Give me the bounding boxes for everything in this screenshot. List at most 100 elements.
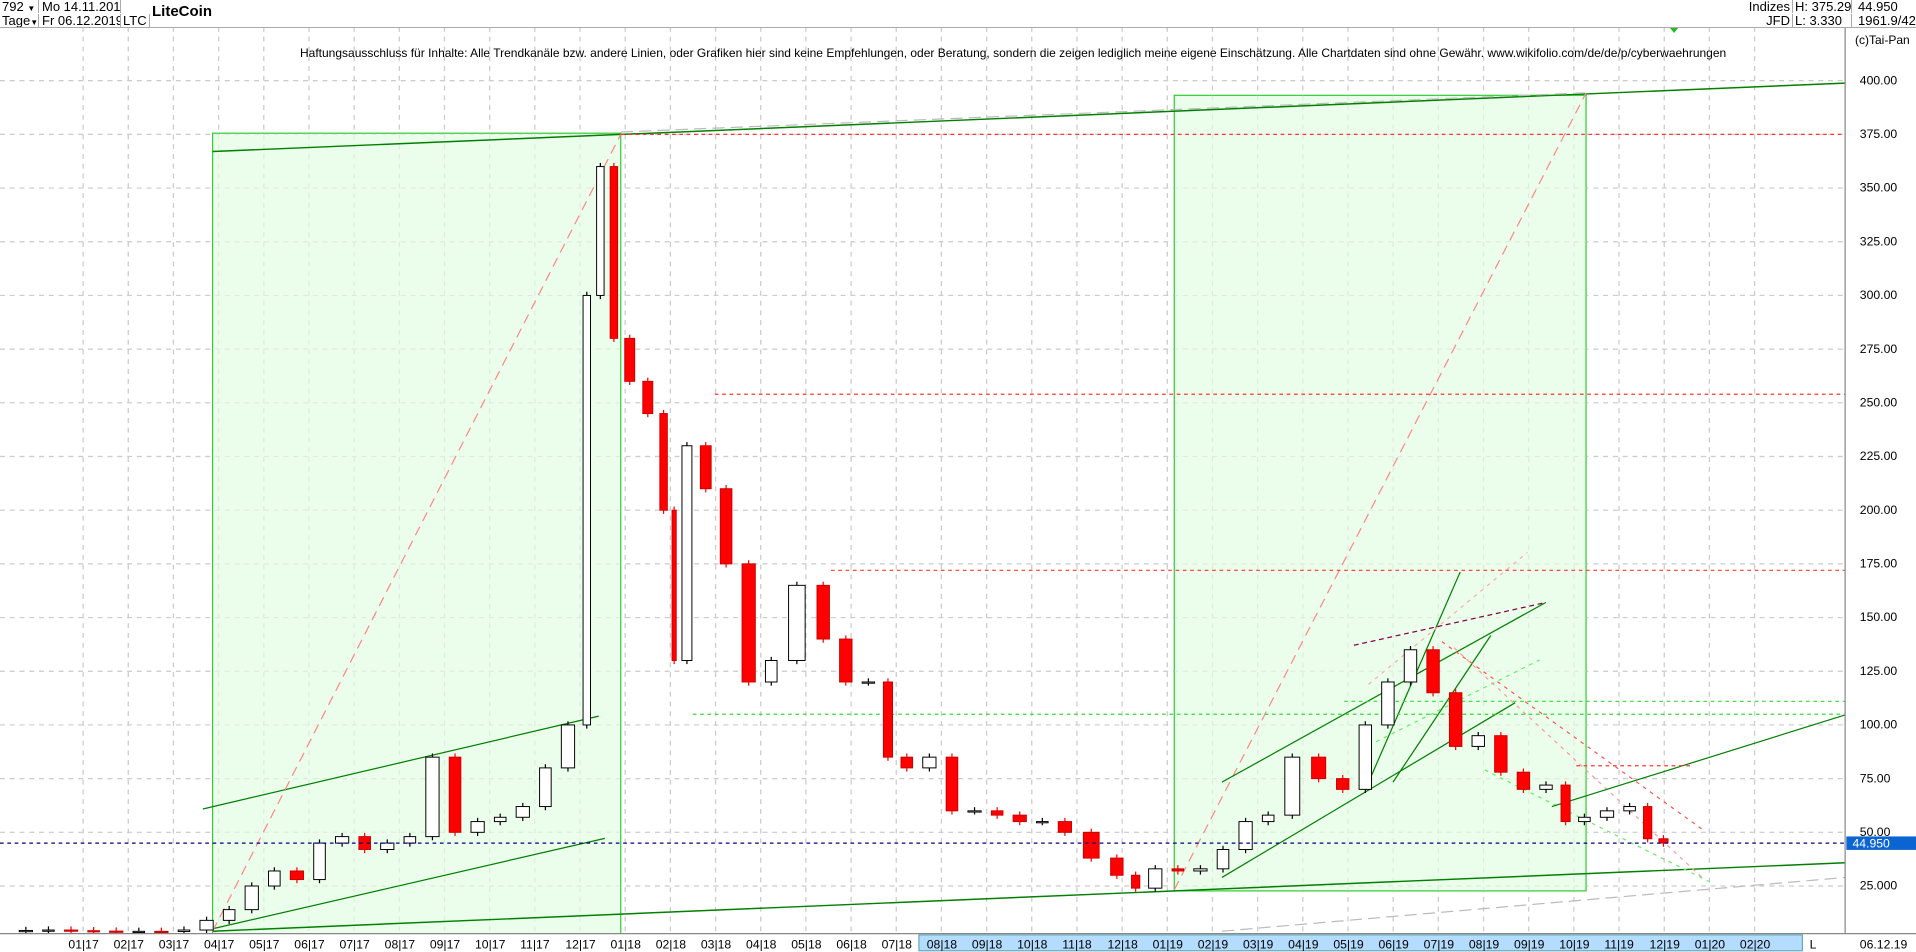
candle (1426, 649, 1440, 694)
candle (882, 681, 894, 758)
time-axis-labels: 01|17 02|17 03|17 04|17 05|17 06|17 07|17 08|17… (68, 937, 1770, 951)
candle (1578, 816, 1591, 823)
candle (699, 445, 712, 490)
candle (1057, 821, 1073, 833)
candle (109, 930, 124, 933)
steep-line-2019-b (1392, 635, 1492, 783)
candle (1448, 692, 1463, 747)
candle (177, 929, 191, 933)
month-tick-label: 02|17 (114, 937, 145, 951)
month-tick-label: 05|18 (791, 937, 822, 951)
price-tick-label: 150.00 (1860, 610, 1898, 624)
month-tick-label: 08|17 (385, 937, 416, 951)
candle (515, 806, 530, 818)
month-tick-label: 03|19 (1243, 937, 1274, 951)
month-tick-label: 07|19 (1424, 937, 1455, 951)
month-tick-label: 01|17 (68, 937, 99, 951)
channel-2019-b (1221, 702, 1516, 878)
price-tick-label: 50.00 (1860, 825, 1891, 839)
month-tick-label: 04|17 (204, 937, 235, 951)
channel-2017-top (202, 715, 599, 810)
candle (945, 756, 959, 812)
candle (87, 930, 100, 933)
candle (1623, 806, 1636, 812)
candle (1171, 868, 1185, 872)
candle (1216, 849, 1230, 870)
end-date[interactable]: Fr 06.12.2019 (42, 14, 121, 27)
candle (154, 930, 169, 934)
price-axis-labels: 25.000 50.00 75.00 100.00 125.00 150.00 175.00… (1860, 73, 1898, 892)
grid-lines-front (0, 26, 1846, 934)
candle (1658, 838, 1669, 844)
current-price-label: 44.950 (1852, 836, 1890, 850)
candle (764, 660, 778, 683)
time-axis-scroll-range[interactable] (918, 934, 1803, 952)
candle (741, 563, 756, 683)
month-tick-label: 09|19 (1514, 937, 1545, 951)
candle (816, 584, 830, 640)
month-tick-label: 08|18 (927, 937, 958, 951)
month-tick-label: 05|17 (249, 937, 280, 951)
candle (1643, 806, 1653, 840)
candle (582, 294, 592, 726)
candle (1131, 874, 1141, 889)
candle (560, 724, 576, 769)
grey-projection-top (620, 92, 1587, 133)
candle (1599, 810, 1615, 818)
candle (313, 842, 326, 881)
bars-count-dropdown[interactable]: 792 ▼ (2, 0, 39, 13)
price-tick-label: 275.00 (1860, 342, 1898, 356)
candle (788, 584, 806, 662)
candle (403, 836, 417, 844)
month-tick-label: 04|19 (1288, 937, 1319, 951)
month-tick-label: 12|18 (1107, 937, 1138, 951)
month-tick-label: 12|17 (565, 937, 596, 951)
month-tick-label: 01|18 (611, 937, 642, 951)
candles (18, 162, 1669, 936)
month-tick-label: 07|18 (882, 937, 913, 951)
month-tick-label: 01|20 (1695, 937, 1726, 951)
month-tick-label: 01|19 (1153, 937, 1184, 951)
price-tick-label: 25.000 (1860, 879, 1898, 893)
chevron-down-icon: ▼ (27, 4, 36, 13)
month-tick-label: 06|18 (836, 937, 867, 951)
month-tick-label: 11|18 (1062, 937, 1092, 951)
candle (1471, 735, 1485, 747)
candle (861, 681, 876, 684)
month-tick-label: 03|18 (701, 937, 732, 951)
current-price-label-bg (1846, 836, 1916, 850)
scale-mode[interactable]: L (1810, 937, 1817, 951)
bars-count: 792 (2, 0, 24, 13)
extra-value: 1961.9/42 (1858, 14, 1916, 27)
candle (1516, 771, 1531, 790)
candle (470, 821, 485, 833)
price-tick-label: 325.00 (1860, 234, 1898, 248)
price-tick-label: 375.00 (1860, 127, 1898, 141)
upper-trend-line (212, 82, 1846, 153)
month-tick-label: 11|17 (520, 937, 550, 951)
price-tick-label: 300.00 (1860, 288, 1898, 302)
month-tick-label: 05|19 (1333, 937, 1364, 951)
candle (244, 885, 259, 911)
candle (63, 929, 79, 932)
candle (659, 413, 668, 511)
candle (425, 756, 440, 838)
month-tick-label: 11|19 (1604, 937, 1634, 951)
price-tick-label: 250.00 (1860, 395, 1898, 409)
candle (268, 870, 281, 887)
month-tick-label: 06|17 (294, 937, 325, 951)
month-tick-label: 06|19 (1379, 937, 1410, 951)
period-dropdown[interactable]: Tage▼ (2, 14, 39, 27)
candle (1403, 649, 1418, 683)
lower-trend-line (212, 862, 1846, 932)
analysis-box-2019[interactable] (1173, 94, 1587, 892)
diagonal-2017 (212, 134, 622, 932)
last-value: 44.950 (1858, 0, 1898, 13)
start-date[interactable]: Mo 14.11.2016 (42, 0, 121, 13)
candle (1560, 784, 1571, 823)
chart-header: 792 ▼ Mo 14.11.2016 Tage▼ Fr 06.12.2019 … (0, 0, 1916, 28)
exchange-group: Indizes (1746, 0, 1793, 13)
candle (681, 445, 693, 662)
month-tick-label: 02|19 (1198, 937, 1229, 951)
